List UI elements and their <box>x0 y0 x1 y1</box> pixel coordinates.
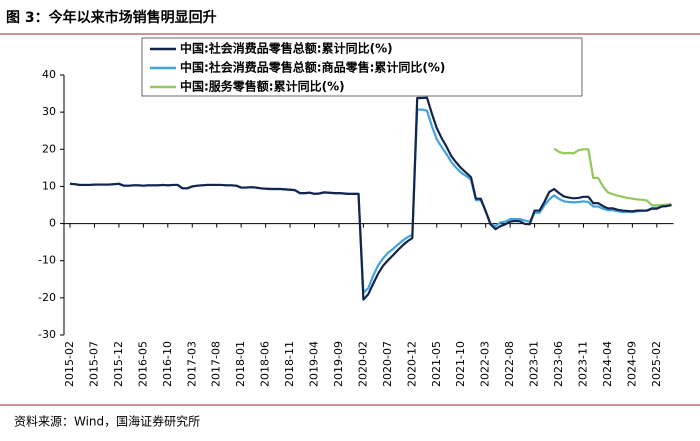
x-tick-label: 2015-07 <box>87 341 100 387</box>
legend-box <box>141 37 583 97</box>
x-tick-label: 2021-10 <box>454 341 467 387</box>
x-tick-label: 2017-08 <box>210 341 223 387</box>
x-tick-label: 2015-12 <box>112 341 125 387</box>
x-tick-label: 2022-03 <box>479 341 492 387</box>
x-tick-label: 2024-09 <box>625 341 638 387</box>
x-tick-label: 2017-03 <box>185 341 198 387</box>
legend-label: 中国:社会消费品零售总额:累计同比(%) <box>180 41 393 56</box>
x-tick-label: 2016-10 <box>161 341 174 387</box>
x-tick-label: 2022-08 <box>503 341 516 387</box>
y-tick-label: -20 <box>38 291 56 304</box>
y-tick-label: 20 <box>42 142 56 155</box>
x-tick-label: 2018-01 <box>234 341 247 387</box>
x-tick-label: 2018-06 <box>259 341 272 387</box>
series-line <box>553 147 672 207</box>
y-tick-label: -10 <box>38 254 56 267</box>
y-tick-label: 10 <box>42 179 56 192</box>
x-tick-label: 2019-09 <box>332 341 345 387</box>
x-tick-label: 2023-06 <box>552 341 565 387</box>
x-tick-label: 2015-02 <box>63 341 76 387</box>
x-tick-label: 2018-11 <box>283 341 296 387</box>
x-tick-label: 2023-01 <box>528 341 541 387</box>
source: 资料来源：Wind，国海证券研究所 <box>14 414 200 429</box>
y-tick-label: 40 <box>42 68 56 81</box>
series-line <box>69 108 672 294</box>
y-tick-label: 30 <box>42 105 56 118</box>
legend-label: 中国:社会消费品零售总额:商品零售:累计同比(%) <box>180 60 445 75</box>
x-tick-label: 2020-12 <box>405 341 418 387</box>
x-tick-label: 2021-05 <box>430 341 443 387</box>
x-tick-label: 2020-07 <box>381 341 394 387</box>
x-tick-label: 2016-05 <box>136 341 149 387</box>
x-tick-label: 2023-11 <box>576 341 589 387</box>
legend-label: 中国:服务零售额:累计同比(%) <box>180 79 345 94</box>
chart-title: 图 3：今年以来市场销售明显回升 <box>6 9 217 26</box>
series-line <box>69 96 672 301</box>
y-tick-label: 0 <box>49 217 56 230</box>
y-tick-label: -30 <box>38 328 56 341</box>
x-tick-label: 2025-02 <box>650 341 663 387</box>
x-tick-label: 2024-04 <box>601 341 614 387</box>
x-tick-label: 2019-04 <box>308 341 321 387</box>
x-tick-label: 2020-02 <box>356 341 369 387</box>
